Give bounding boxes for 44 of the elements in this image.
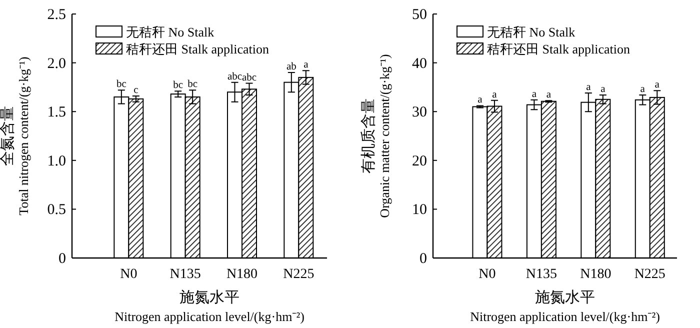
y-tick-label: 2.5 [47, 7, 66, 23]
data-label: a [600, 84, 606, 96]
y-tick-label: 0 [58, 251, 66, 267]
x-tick-label: N180 [226, 267, 258, 282]
y-tick-label: 1.0 [47, 153, 66, 170]
data-label: bc [116, 79, 127, 90]
data-label: a [546, 90, 552, 101]
y-tick-label: 40 [412, 56, 427, 72]
data-label: bc [188, 79, 198, 90]
data-label: a [586, 82, 592, 94]
x-tick-label: N225 [634, 267, 666, 282]
x-tick-label: N0 [478, 267, 496, 282]
data-label: bc [173, 80, 184, 92]
data-label: ab [286, 62, 296, 73]
data-label: a [304, 60, 309, 71]
data-label: a [640, 84, 646, 96]
data-label: abc [227, 71, 242, 82]
data-label: a [654, 80, 660, 91]
y-tick-label: 30 [412, 104, 427, 121]
x-axis-title: 施氮水平 Nitrogen application level/(kg·hm⁻²) [470, 289, 660, 324]
legend-label: 无秸秆 No Stalk [487, 24, 576, 40]
y-tick-label: 2.0 [47, 56, 66, 72]
y-tick-label: 0 [420, 251, 427, 267]
x-tick-label: N135 [170, 267, 201, 282]
y-tick-label: 20 [412, 153, 427, 170]
legend-label: 秸秆还田 Stalk application [487, 42, 630, 56]
y-tick-label: 1.5 [47, 104, 66, 121]
data-label: abc [242, 72, 257, 84]
x-axis-title: 施氮水平 Nitrogen application level/(kg·hm⁻²) [114, 289, 304, 324]
legend-label: 秸秆还田 Stalk application [126, 42, 270, 56]
x-tick-label: N225 [283, 267, 314, 282]
x-tick-label: N0 [120, 267, 138, 282]
x-tick-label: N180 [580, 267, 612, 282]
y-axis-title: 有机质含量 Organic matter content/(g·kg⁻¹) [360, 54, 392, 218]
y-tick-label: 10 [412, 202, 427, 218]
data-label: a [492, 89, 498, 100]
y-tick-label: 0.5 [47, 202, 66, 218]
x-tick-label: N135 [526, 267, 558, 282]
y-tick-label: 50 [412, 7, 427, 23]
y-axis-title: 全氮含量 Total nitrogen content/(g·kg⁻¹) [0, 56, 31, 216]
data-label: a [532, 88, 537, 100]
data-label: c [134, 84, 139, 96]
data-label: a [478, 94, 483, 106]
legend-label: 无秸秆 No Stalk [126, 24, 215, 40]
